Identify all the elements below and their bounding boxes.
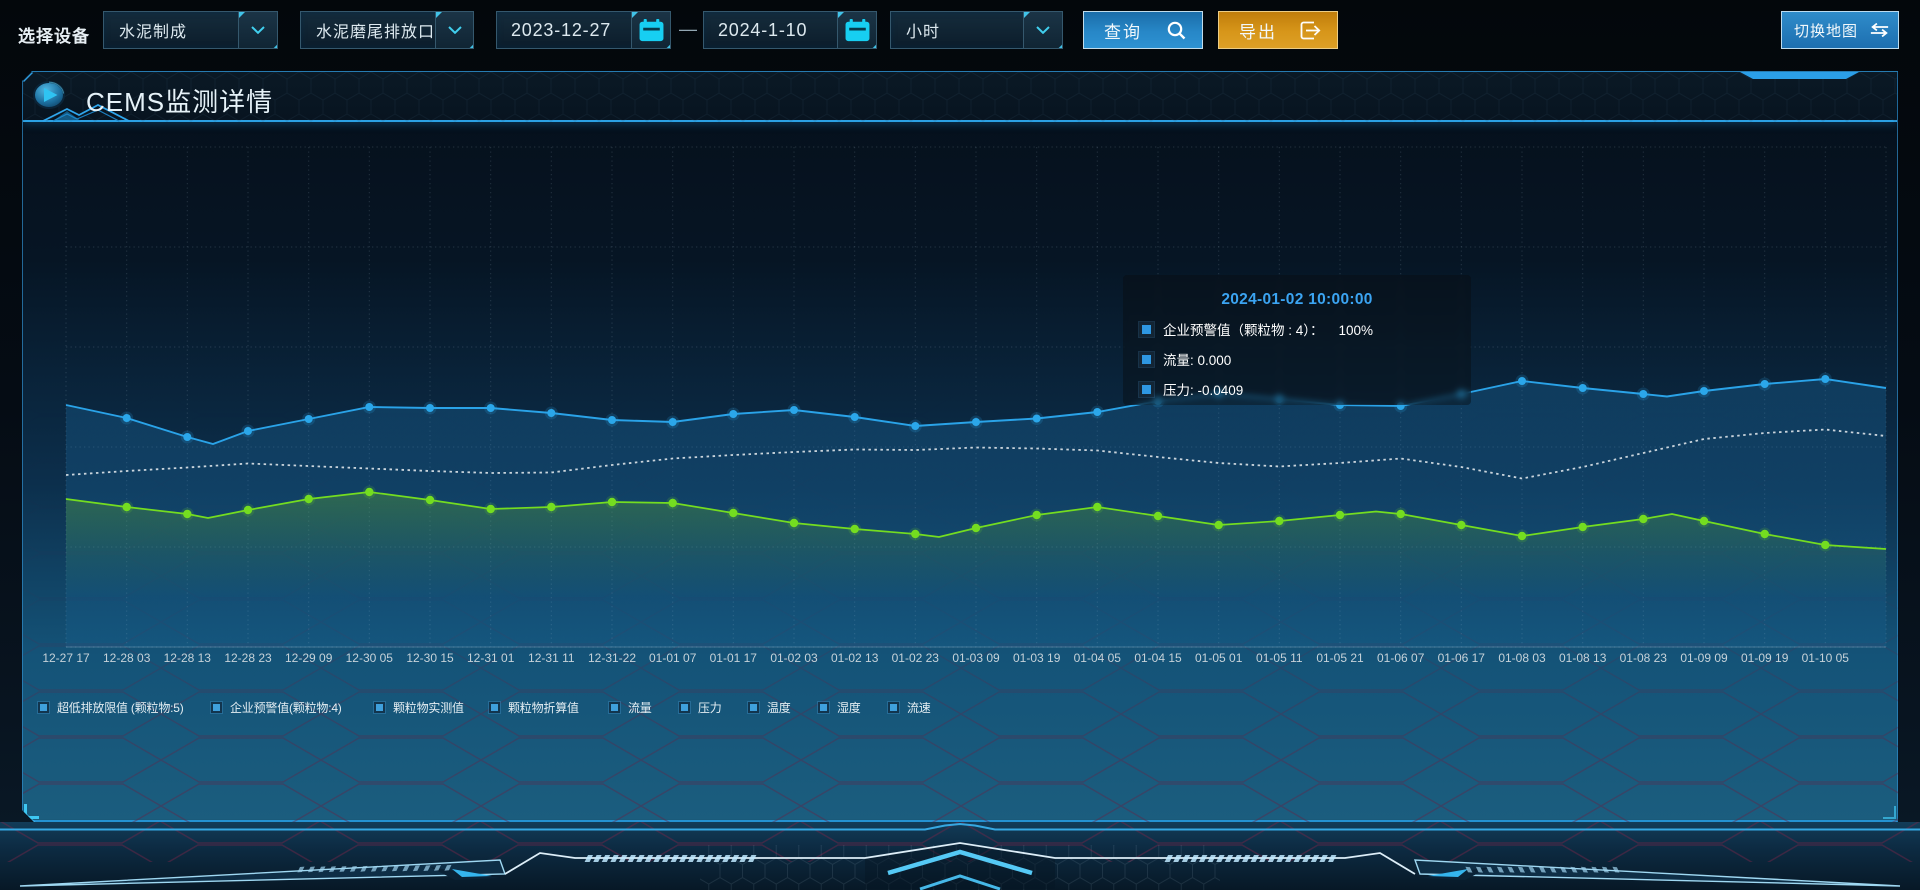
svg-text:12-30 15: 12-30 15 <box>406 651 454 665</box>
svg-text:01-05 01: 01-05 01 <box>1195 651 1243 665</box>
svg-text:01-08 03: 01-08 03 <box>1498 651 1546 665</box>
svg-text:01-02 03: 01-02 03 <box>770 651 818 665</box>
svg-text:01-05 11: 01-05 11 <box>1256 651 1303 665</box>
svg-text:01-04 15: 01-04 15 <box>1134 651 1182 665</box>
svg-text:01-06 07: 01-06 07 <box>1377 651 1425 665</box>
svg-text:01-01 17: 01-01 17 <box>710 651 758 665</box>
svg-text:12-31-22: 12-31-22 <box>588 651 636 665</box>
svg-text:01-01 07: 01-01 07 <box>649 651 697 665</box>
svg-text:01-08 13: 01-08 13 <box>1559 651 1607 665</box>
svg-text:12-31 11: 12-31 11 <box>528 651 575 665</box>
svg-text:01-02 23: 01-02 23 <box>892 651 940 665</box>
svg-text:01-05 21: 01-05 21 <box>1316 651 1364 665</box>
svg-text:12-28 03: 12-28 03 <box>103 651 151 665</box>
svg-text:01-04 05: 01-04 05 <box>1074 651 1122 665</box>
svg-text:01-06 17: 01-06 17 <box>1438 651 1486 665</box>
svg-text:01-03 19: 01-03 19 <box>1013 651 1061 665</box>
svg-text:01-08 23: 01-08 23 <box>1620 651 1668 665</box>
svg-text:12-28 23: 12-28 23 <box>224 651 272 665</box>
svg-text:01-09 09: 01-09 09 <box>1680 651 1728 665</box>
svg-text:12-29 09: 12-29 09 <box>285 651 333 665</box>
svg-text:01-02 13: 01-02 13 <box>831 651 879 665</box>
svg-text:12-31 01: 12-31 01 <box>467 651 515 665</box>
svg-text:01-10 05: 01-10 05 <box>1802 651 1850 665</box>
svg-text:12-27 17: 12-27 17 <box>42 651 90 665</box>
svg-text:12-28 13: 12-28 13 <box>164 651 212 665</box>
svg-text:01-09 19: 01-09 19 <box>1741 651 1789 665</box>
svg-text:12-30 05: 12-30 05 <box>346 651 394 665</box>
svg-text:01-03 09: 01-03 09 <box>952 651 1000 665</box>
